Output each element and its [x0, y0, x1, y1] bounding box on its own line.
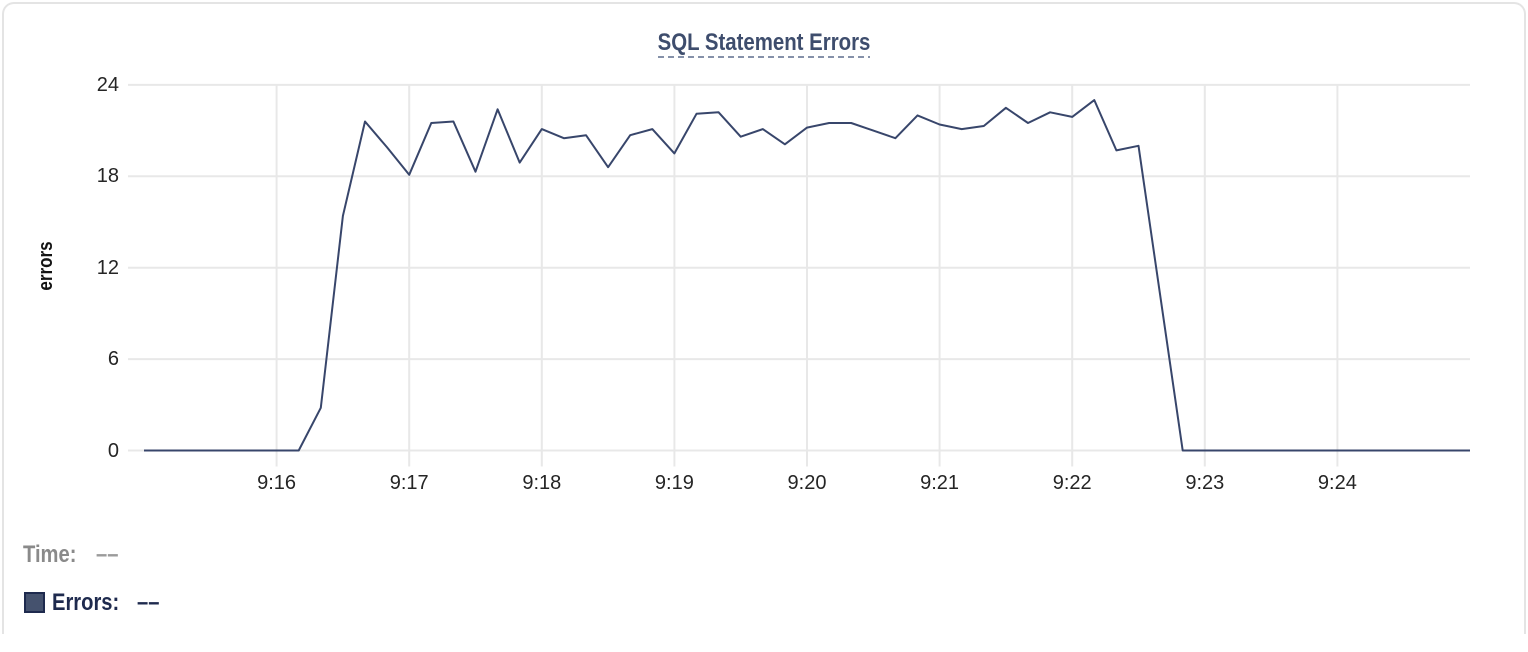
y-tick-label: 18 — [96, 165, 119, 188]
errors-series-line — [144, 99, 1470, 452]
x-tick-label: 9:22 — [1052, 472, 1092, 494]
y-tick-label: 6 — [107, 348, 119, 371]
errors-legend-label[interactable]: Errors: — [52, 589, 120, 616]
x-tick-label: 9:18 — [522, 472, 562, 494]
x-tick-label: 9:20 — [787, 472, 827, 494]
chart-title-dashed-underline — [658, 56, 870, 58]
y-tick-label: 24 — [96, 73, 119, 96]
x-tick-label: 9:21 — [920, 472, 960, 494]
chart-title[interactable]: SQL Statement Errors — [657, 29, 871, 56]
x-tick-label: 9:23 — [1185, 472, 1225, 494]
time-readout-label: Time: — [23, 541, 77, 568]
y-tick-label: 12 — [96, 256, 119, 279]
x-tick-label: 9:17 — [389, 472, 429, 494]
y-axis-title: errors — [35, 241, 57, 291]
x-tick-label: 9:19 — [654, 472, 694, 494]
errors-legend-swatch[interactable] — [24, 592, 45, 613]
x-tick-label: 9:16 — [257, 472, 297, 494]
errors-legend-value: –– — [137, 589, 160, 616]
chart-card — [2, 2, 1526, 634]
x-tick-label: 9:24 — [1317, 472, 1357, 494]
grid-lines — [128, 83, 1470, 467]
time-readout-value: –– — [96, 541, 119, 568]
y-tick-label: 0 — [107, 439, 119, 462]
